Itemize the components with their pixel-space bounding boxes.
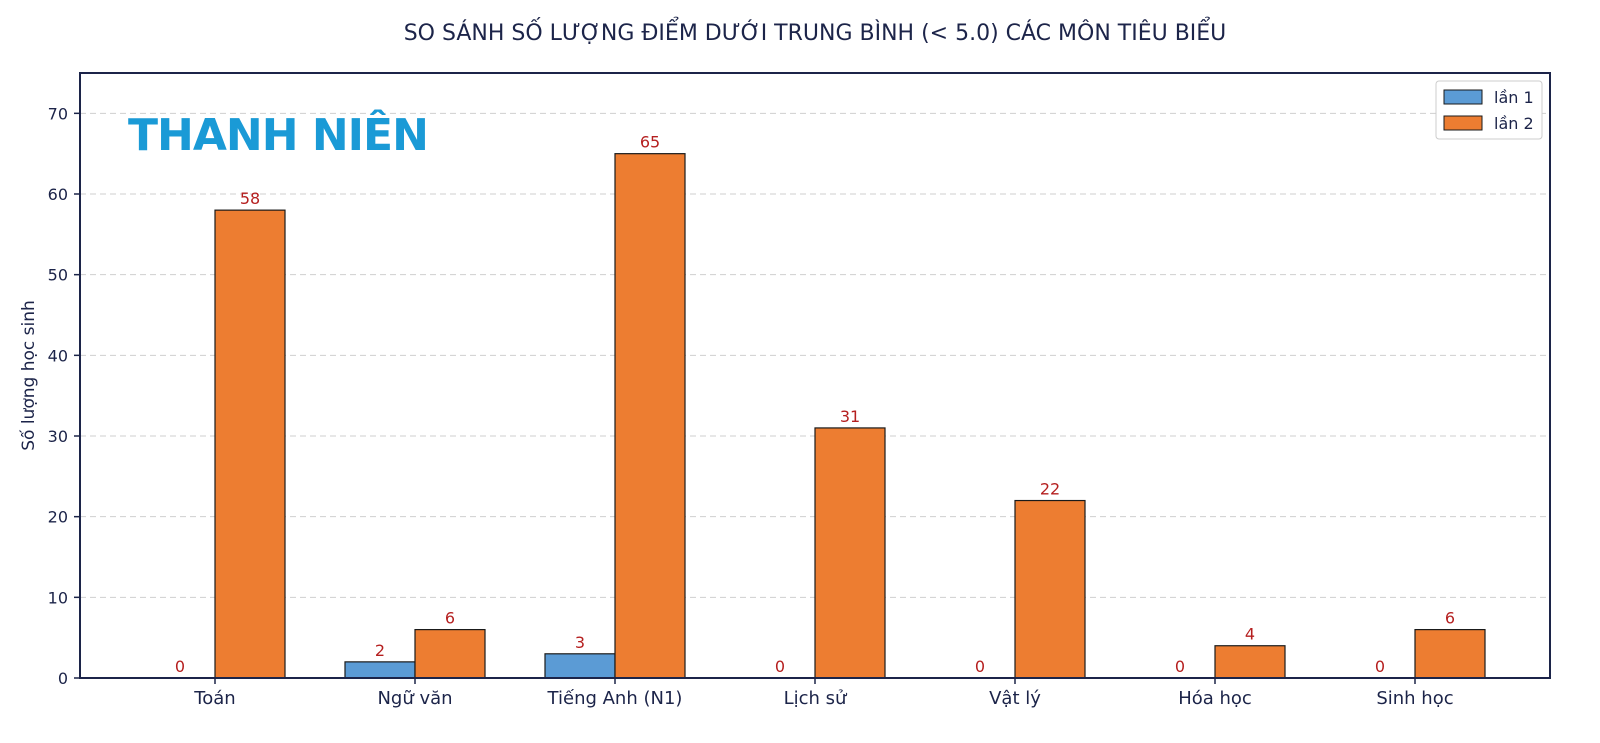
y-tick-label: 0: [58, 669, 68, 688]
bar-lan-2: [1014, 499, 1086, 679]
bar-lan-1: [544, 653, 616, 679]
bar-lan-2: [614, 153, 686, 679]
data-label: 0: [775, 657, 785, 676]
legend-label: lần 1: [1494, 88, 1534, 107]
data-label: 0: [975, 657, 985, 676]
bar-lan-2: [1414, 628, 1486, 679]
y-axis-ticks: 0 10 20 30 40 50 60 70: [48, 104, 80, 688]
data-label: 65: [640, 133, 660, 152]
x-tick-label: Lịch sử: [784, 688, 848, 709]
y-tick-label: 60: [48, 185, 68, 204]
bar-lan-2: [1214, 645, 1286, 679]
y-tick-label: 40: [48, 346, 68, 365]
x-axis-ticks: Toán Ngữ văn Tiếng Anh (N1) Lịch sử Vật lý Hó…: [193, 678, 1454, 709]
chart-title: SO SÁNH SỐ LƯỢNG ĐIỂM DƯỚI TRUNG BÌNH (<…: [404, 17, 1227, 46]
y-tick-label: 20: [48, 508, 68, 527]
data-label: 4: [1245, 625, 1255, 644]
x-tick-label: Vật lý: [989, 688, 1041, 709]
y-tick-label: 30: [48, 427, 68, 446]
data-label: 0: [1175, 657, 1185, 676]
y-tick-label: 50: [48, 266, 68, 285]
data-labels: 0 58 2 6 3 65 0 31 0 22 0 4 0 6: [175, 133, 1455, 676]
data-label: 22: [1040, 480, 1060, 499]
x-tick-label: Toán: [193, 688, 235, 709]
x-tick-label: Sinh học: [1376, 688, 1453, 709]
y-tick-label: 10: [48, 588, 68, 607]
data-label: 0: [175, 657, 185, 676]
data-label: 6: [445, 609, 455, 628]
data-label: 6: [1445, 609, 1455, 628]
x-tick-label: Hóa học: [1178, 688, 1252, 709]
x-tick-label: Ngữ văn: [377, 688, 452, 709]
y-tick-label: 70: [48, 104, 68, 123]
data-label: 3: [575, 633, 585, 652]
thanh-nien-logo: THANH NIÊN: [128, 108, 429, 161]
data-label: 2: [375, 641, 385, 660]
bars: [214, 153, 1486, 679]
bar-lan-2: [814, 427, 886, 679]
bar-lan-2: [214, 209, 286, 679]
logo-text: THANH NIÊN: [128, 108, 428, 161]
legend-swatch: [1443, 89, 1483, 105]
data-label: 0: [1375, 657, 1385, 676]
legend-label: lần 2: [1494, 114, 1534, 133]
bar-lan-2: [414, 628, 486, 679]
data-label: 31: [840, 407, 860, 426]
x-tick-label: Tiếng Anh (N1): [547, 688, 683, 709]
legend-swatch: [1443, 115, 1483, 131]
bar-lan-1: [344, 661, 416, 679]
data-label: 58: [240, 189, 260, 208]
y-axis-label: Số lượng học sinh: [18, 300, 39, 451]
legend: lần 1 lần 2: [1435, 80, 1543, 140]
